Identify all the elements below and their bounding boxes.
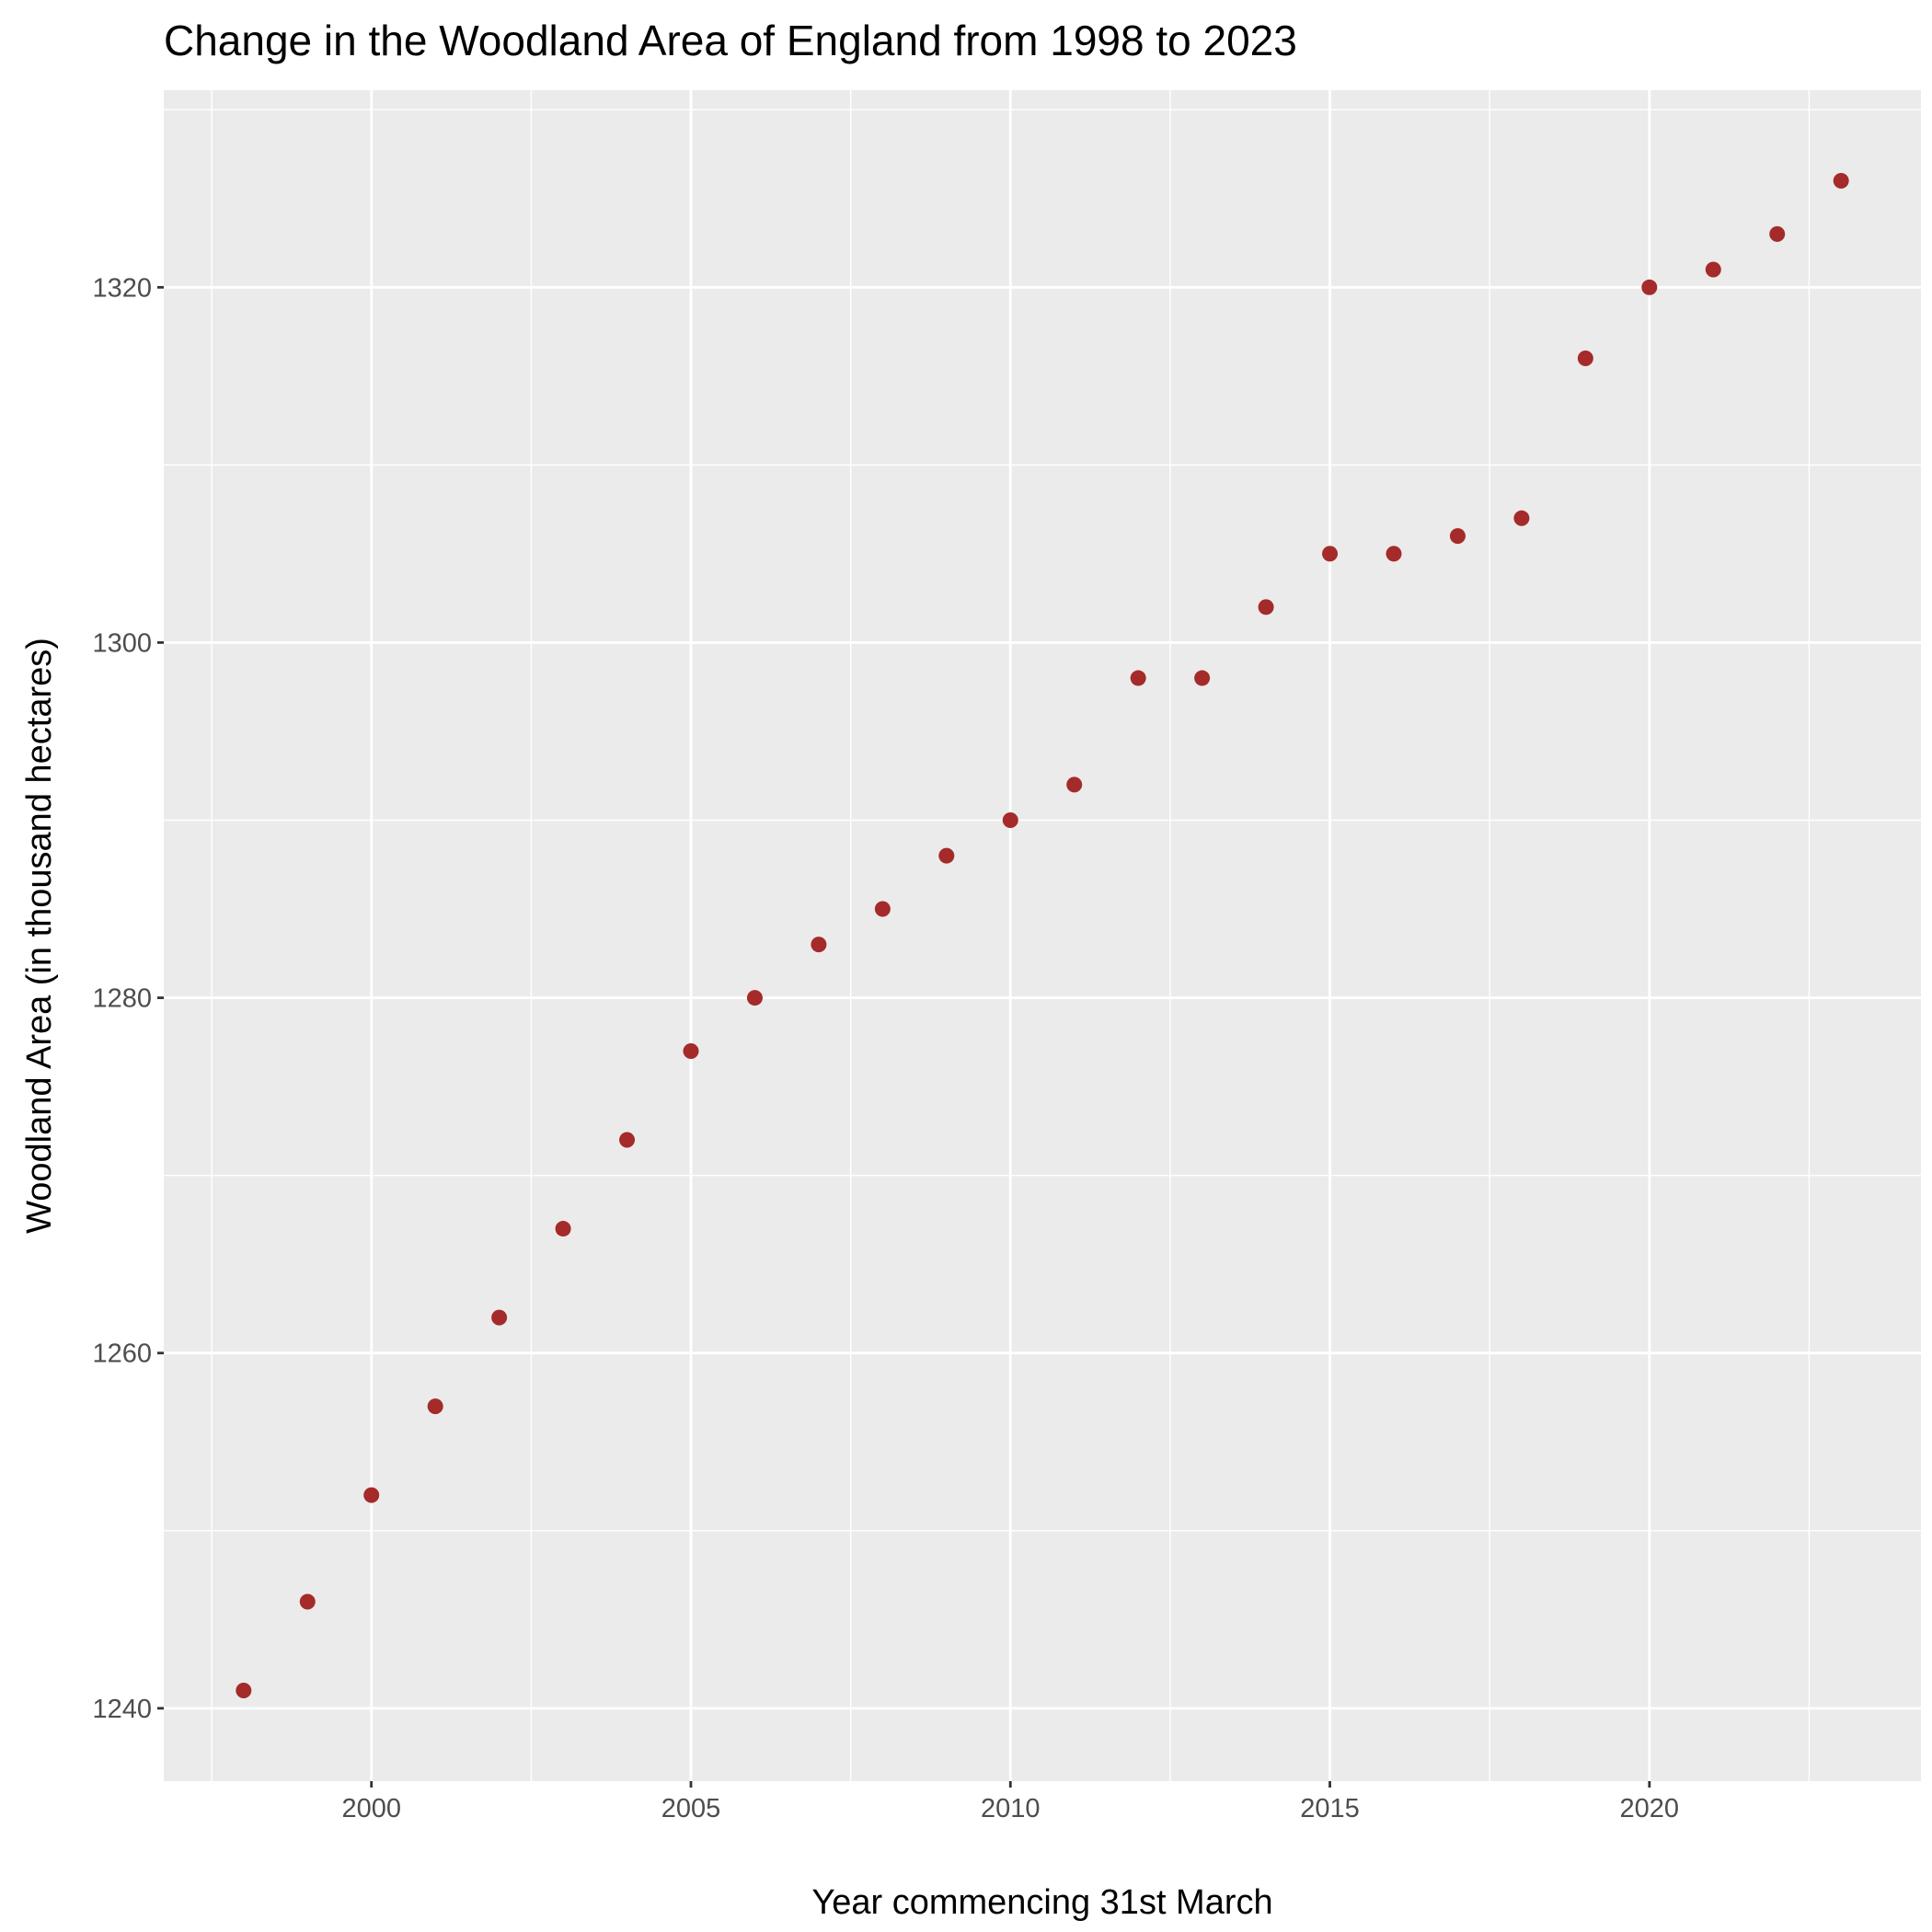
data-point: [1258, 599, 1274, 615]
data-point: [427, 1398, 443, 1415]
x-tick-label: 2000: [341, 1794, 401, 1823]
y-tick-label: 1240: [92, 1695, 152, 1724]
major-gridlines: [164, 90, 1921, 1781]
data-point: [683, 1042, 699, 1059]
x-tick-label: 2020: [1620, 1794, 1680, 1823]
data-point: [491, 1309, 508, 1326]
plot-panel: [164, 90, 1921, 1781]
data-point: [363, 1487, 380, 1503]
data-point: [619, 1132, 636, 1148]
data-point: [1449, 528, 1466, 545]
x-tick-label: 2005: [661, 1794, 721, 1823]
y-axis-title: Woodland Area (in thousand hectares): [20, 638, 59, 1234]
data-point: [874, 901, 891, 917]
x-tick-label: 2010: [981, 1794, 1041, 1823]
minor-gridlines: [164, 90, 1921, 1781]
data-point: [1641, 279, 1658, 295]
data-point: [1322, 546, 1339, 562]
data-point: [1833, 172, 1849, 189]
data-point: [236, 1683, 252, 1699]
data-point: [1386, 546, 1402, 562]
data-point: [1002, 812, 1018, 829]
data-point: [1194, 670, 1211, 686]
data-point: [555, 1221, 571, 1237]
y-tick-label: 1260: [92, 1340, 152, 1369]
data-point: [1066, 776, 1083, 793]
data-point: [1705, 261, 1721, 278]
y-tick-label: 1320: [92, 273, 152, 303]
data-point: [746, 990, 763, 1006]
data-point: [938, 847, 955, 864]
data-point: [1130, 670, 1146, 686]
chart-title: Change in the Woodland Area of England f…: [164, 17, 1297, 64]
data-point: [1513, 510, 1530, 526]
data-point: [811, 937, 827, 953]
y-tick-label: 1280: [92, 984, 152, 1014]
data-point: [1577, 351, 1593, 367]
data-point: [1769, 225, 1786, 242]
data-points: [236, 172, 1849, 1699]
x-axis: 2000 2005 2010 2015 2020: [341, 1781, 1679, 1823]
data-point: [299, 1593, 316, 1610]
y-axis: 1240 1260 1280 1300 1320: [92, 273, 164, 1724]
y-tick-label: 1300: [92, 628, 152, 658]
x-axis-title: Year commencing 31st March: [811, 1883, 1272, 1922]
x-tick-label: 2015: [1300, 1794, 1360, 1823]
